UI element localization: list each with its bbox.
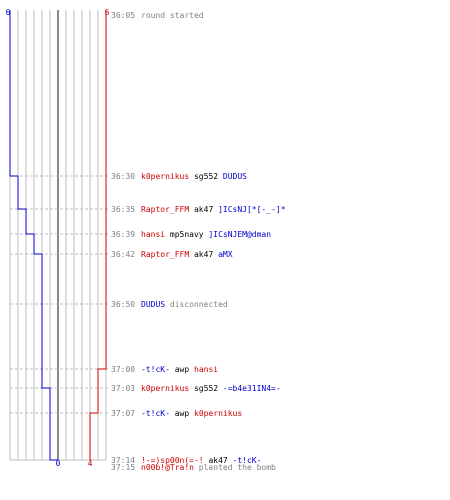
event-part: -=b4e31IN4=- [223, 384, 281, 393]
event-time: 36:39 [111, 230, 135, 239]
event-row: k0pernikus sg552 DUDUS [141, 172, 247, 181]
timeline-grid [9, 10, 107, 461]
event-row: round started [141, 11, 204, 20]
event-time: 37:14 [111, 456, 135, 465]
event-part: disconnected [165, 300, 228, 309]
event-row: -t!cK- awp hansi [141, 365, 218, 374]
red-top-count: 6 [105, 8, 110, 17]
event-part: ]ICsNJ[*[-_-]* [218, 205, 286, 214]
event-part: k0pernikus [194, 409, 242, 418]
event-part: awp [170, 409, 194, 418]
event-row: n00b!@Tra!n planted the bomb [141, 463, 276, 472]
event-part: hansi [141, 230, 165, 239]
event-part: ]ICsNJEM@dman [208, 230, 271, 239]
event-guidelines [10, 175, 110, 414]
event-part: hansi [194, 365, 218, 374]
event-part: -t!cK- [233, 456, 262, 465]
event-time: 36:30 [111, 172, 135, 181]
event-part: ak47 [189, 205, 218, 214]
event-row: Raptor_FFM ak47 aMX [141, 250, 233, 259]
event-part: DUDUS [223, 172, 247, 181]
event-part: mp5navy [165, 230, 208, 239]
event-time: 36:35 [111, 205, 135, 214]
event-time: 36:05 [111, 11, 135, 20]
event-part: planted the bomb [194, 463, 276, 472]
event-part: -t!cK- [141, 409, 170, 418]
blue-team-count-line [9, 10, 58, 461]
event-row: k0pernikus sg552 -=b4e31IN4=- [141, 384, 281, 393]
event-time: 36:50 [111, 300, 135, 309]
event-row: -t!cK- awp k0pernikus [141, 409, 242, 418]
event-row: DUDUS disconnected [141, 300, 228, 309]
event-time: 37:00 [111, 365, 135, 374]
event-part: k0pernikus [141, 384, 189, 393]
event-part: !-=)sp00n(=-! [141, 456, 204, 465]
red-team-count-line [89, 10, 107, 460]
event-list: 36:05 round started 36:30 k0pernikus sg552 … [111, 11, 286, 472]
event-row: hansi mp5navy ]ICsNJEM@dman [141, 230, 271, 239]
blue-top-count: 6 [6, 8, 11, 17]
event-time: 37:15 [111, 463, 135, 472]
event-part: aMX [218, 250, 233, 259]
red-bottom-count: 4 [88, 459, 93, 468]
event-time: 36:42 [111, 250, 135, 259]
event-part: sg552 [189, 172, 223, 181]
event-part: ak47 [189, 250, 218, 259]
event-part: n00b!@Tra!n [141, 463, 194, 472]
event-part: k0pernikus [141, 172, 189, 181]
event-row: !-=)sp00n(=-! ak47 -t!cK- [141, 456, 261, 465]
event-part: awp [170, 365, 194, 374]
event-part: Raptor_FFM [141, 205, 189, 214]
event-part: sg552 [189, 384, 223, 393]
blue-bottom-count: 0 [56, 459, 61, 468]
event-part: round started [141, 11, 204, 20]
event-time: 37:03 [111, 384, 135, 393]
event-part: -t!cK- [141, 365, 170, 374]
event-part: Raptor_FFM [141, 250, 189, 259]
event-time: 37:07 [111, 409, 135, 418]
event-part: ak47 [204, 456, 233, 465]
event-part: DUDUS [141, 300, 165, 309]
event-row: Raptor_FFM ak47 ]ICsNJ[*[-_-]* [141, 205, 286, 214]
